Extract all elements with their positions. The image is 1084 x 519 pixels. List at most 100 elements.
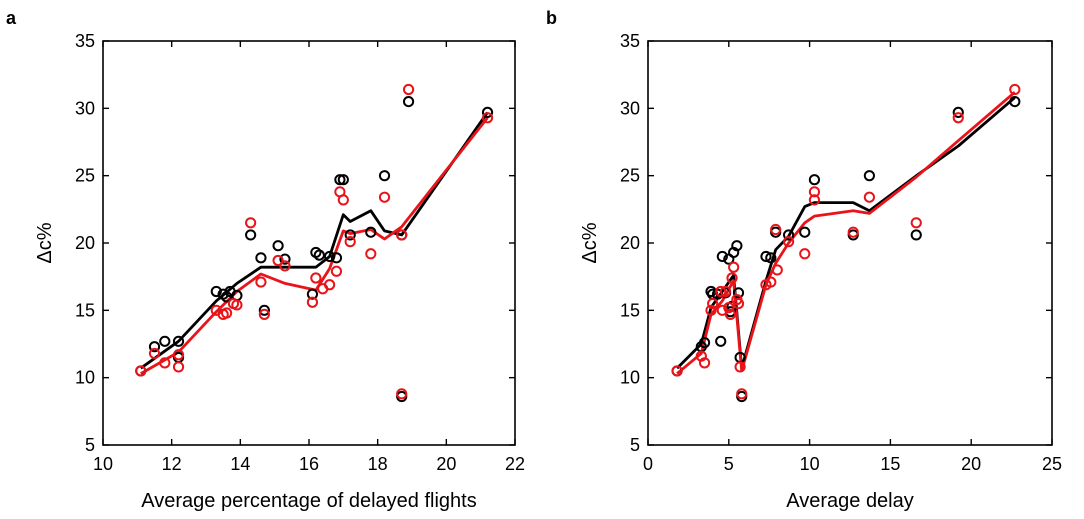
- y-tick-label: 20: [75, 233, 95, 253]
- series-1-data-point: [365, 226, 377, 238]
- series-2-data-point: [324, 279, 336, 291]
- y-tick-label: 10: [620, 368, 640, 388]
- y-tick-label: 30: [75, 98, 95, 118]
- y-axis-label: Δc%: [34, 222, 56, 263]
- x-tick-label: 22: [505, 454, 525, 474]
- series-1-trend-line: [139, 111, 489, 370]
- series-2-data-point: [221, 307, 233, 319]
- series-1-data-point: [698, 337, 711, 349]
- x-tick-label: 18: [368, 454, 388, 474]
- y-tick-label: 35: [620, 31, 640, 51]
- series-1-data-point: [765, 252, 777, 264]
- x-tick-label: 16: [299, 454, 319, 474]
- x-tick-label: 14: [230, 454, 250, 474]
- series-1-data-point: [258, 304, 270, 316]
- series-1-data-point: [481, 106, 494, 118]
- series-2-data-point: [671, 365, 683, 377]
- series-1-data-point: [1009, 96, 1021, 108]
- series-2-data-point: [765, 276, 777, 288]
- series-2-data-point: [344, 236, 356, 248]
- series-2-trend-line: [140, 116, 489, 375]
- series-1-data-point: [715, 335, 727, 347]
- series-2-data-point: [1009, 83, 1021, 96]
- series-2-data-point: [396, 388, 408, 400]
- x-axis-label: Average delay: [786, 490, 914, 512]
- series-1-data-point: [731, 240, 743, 252]
- y-axis-label: Δc%: [579, 222, 601, 263]
- series-2-data-point: [402, 83, 415, 96]
- plot-area-frame: [102, 40, 516, 446]
- series-2-data-point: [952, 112, 964, 124]
- series-2-data-point: [808, 186, 821, 198]
- series-1-data-point: [782, 229, 795, 241]
- x-tick-label: 10: [93, 454, 113, 474]
- series-1-data-point: [337, 174, 349, 186]
- series-2-data-point: [847, 226, 859, 238]
- y-tick-label: 25: [75, 166, 95, 186]
- series-1-data-point: [344, 229, 356, 241]
- series-2-data-point: [365, 248, 377, 260]
- series-2-data-point: [734, 361, 746, 373]
- series-1-data-point: [952, 106, 964, 118]
- y-tick-label: 20: [620, 233, 640, 253]
- x-axis-label: Average percentage of delayed flights: [141, 490, 476, 512]
- series-1-data-point: [808, 174, 821, 186]
- y-tick-label: 15: [75, 300, 95, 320]
- y-tick-label: 35: [75, 31, 95, 51]
- x-tick-label: 15: [880, 454, 900, 474]
- series-2-data-point: [135, 365, 147, 377]
- y-tick-label: 5: [630, 435, 640, 455]
- y-tick-label: 30: [620, 98, 640, 118]
- series-1-data-point: [272, 240, 284, 252]
- series-2-data-point: [396, 229, 408, 241]
- series-1-data-point: [172, 335, 185, 347]
- series-2-data-point: [910, 217, 922, 229]
- x-tick-label: 10: [800, 454, 820, 474]
- series-2-data-point: [330, 265, 343, 277]
- series-1-data-point: [210, 285, 222, 298]
- series-2-data-point: [782, 236, 795, 248]
- series-2-data-point: [378, 191, 391, 203]
- panel-label-b: b: [546, 8, 557, 28]
- series-1-data-point: [716, 250, 728, 263]
- series-2-data-point: [337, 194, 349, 206]
- y-tick-label: 10: [75, 368, 95, 388]
- y-tick-label: 25: [620, 166, 640, 186]
- series-1-data-point: [148, 341, 161, 353]
- series-2-trend-line: [676, 91, 1016, 375]
- series-2-data-point: [306, 296, 319, 308]
- series-1-data-point: [910, 229, 922, 241]
- series-1-data-point: [799, 226, 811, 238]
- series-1-data-point: [255, 252, 267, 264]
- series-2-data-point: [245, 217, 257, 229]
- series-1-trend-line: [676, 96, 1016, 370]
- series-2-data-point: [148, 347, 161, 360]
- series-1-data-point: [306, 288, 319, 300]
- series-2-data-point: [272, 254, 284, 267]
- series-1-data-point: [334, 174, 346, 186]
- series-1-data-point: [863, 170, 875, 182]
- x-tick-label: 20: [436, 454, 456, 474]
- panel-label-a: a: [6, 8, 17, 28]
- series-1-data-point: [159, 335, 171, 347]
- series-2-data-point: [172, 361, 185, 373]
- series-1-data-point: [313, 249, 325, 261]
- series-1-data-point: [378, 170, 391, 182]
- series-2-data-point: [715, 285, 727, 298]
- x-tick-label: 20: [961, 454, 981, 474]
- series-2-data-point: [279, 260, 291, 272]
- series-1-data-point: [402, 96, 415, 108]
- series-2-data-point: [258, 308, 270, 320]
- series-2-data-point: [255, 276, 267, 288]
- series-2-data-point: [172, 349, 185, 361]
- series-2-data-point: [736, 388, 748, 400]
- series-2-data-point: [863, 191, 875, 203]
- x-tick-label: 25: [1042, 454, 1062, 474]
- series-2-data-point: [705, 304, 717, 316]
- series-2-data-point: [723, 302, 735, 314]
- series-2-data-point: [726, 272, 738, 284]
- x-tick-label: 5: [724, 454, 734, 474]
